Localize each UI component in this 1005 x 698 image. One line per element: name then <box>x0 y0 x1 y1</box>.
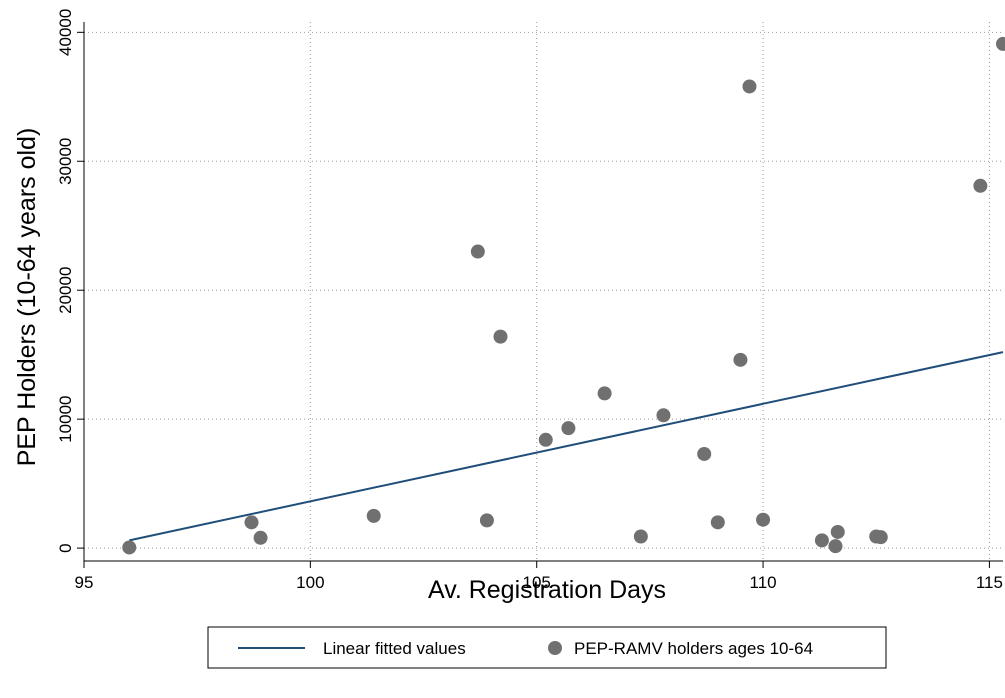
legend-marker-swatch <box>548 641 562 655</box>
scatter-point <box>561 421 576 436</box>
axes <box>83 22 1003 562</box>
scatter-point <box>470 244 485 259</box>
scatter-point <box>697 446 712 461</box>
scatter-point <box>742 79 757 94</box>
scatter-point <box>830 524 845 539</box>
legend-label-points: PEP-RAMV holders ages 10-64 <box>574 639 813 658</box>
legend: Linear fitted values PEP-RAMV holders ag… <box>207 626 887 669</box>
scatter-point <box>973 178 988 193</box>
gridlines <box>83 22 1003 561</box>
ticks: 95 100 105 110 115 0 10000 20000 30000 40000 <box>56 9 1003 592</box>
fitted-line <box>129 351 1004 542</box>
y-tick-label: 30000 <box>56 138 75 185</box>
x-tick-label: 115 <box>976 573 1003 592</box>
scatter-point <box>493 329 508 344</box>
scatter-point <box>733 352 748 367</box>
scatter-point <box>122 540 137 555</box>
scatter-point <box>873 530 888 545</box>
x-tick-label: 100 <box>296 573 324 592</box>
legend-box <box>207 626 887 669</box>
scatter-point <box>633 529 648 544</box>
x-axis-title: Av. Registration Days <box>428 576 666 604</box>
scatter-point <box>710 515 725 530</box>
scatter-points-series <box>122 36 1005 555</box>
scatter-point <box>996 36 1005 51</box>
y-tick-label: 10000 <box>56 396 75 443</box>
scatter-point <box>479 513 494 528</box>
scatter-point <box>597 386 612 401</box>
fitted-line-series <box>129 351 1004 542</box>
legend-label-fitted: Linear fitted values <box>323 639 466 658</box>
y-axis-title: PEP Holders (10-64 years old) <box>13 128 41 467</box>
scatter-point <box>656 408 671 423</box>
scatter-point <box>828 539 843 554</box>
x-tick-label: 95 <box>75 573 94 592</box>
scatter-point <box>814 533 829 548</box>
scatter-point <box>538 432 553 447</box>
scatter-point <box>244 515 259 530</box>
scatter-point <box>253 530 268 545</box>
scatter-point <box>366 508 381 523</box>
x-tick-label: 110 <box>750 573 777 592</box>
y-tick-label: 40000 <box>56 9 75 56</box>
y-tick-label: 20000 <box>56 267 75 314</box>
y-tick-label: 0 <box>56 543 75 552</box>
x-tick-label: 105 <box>523 573 551 592</box>
scatter-point <box>756 512 771 527</box>
